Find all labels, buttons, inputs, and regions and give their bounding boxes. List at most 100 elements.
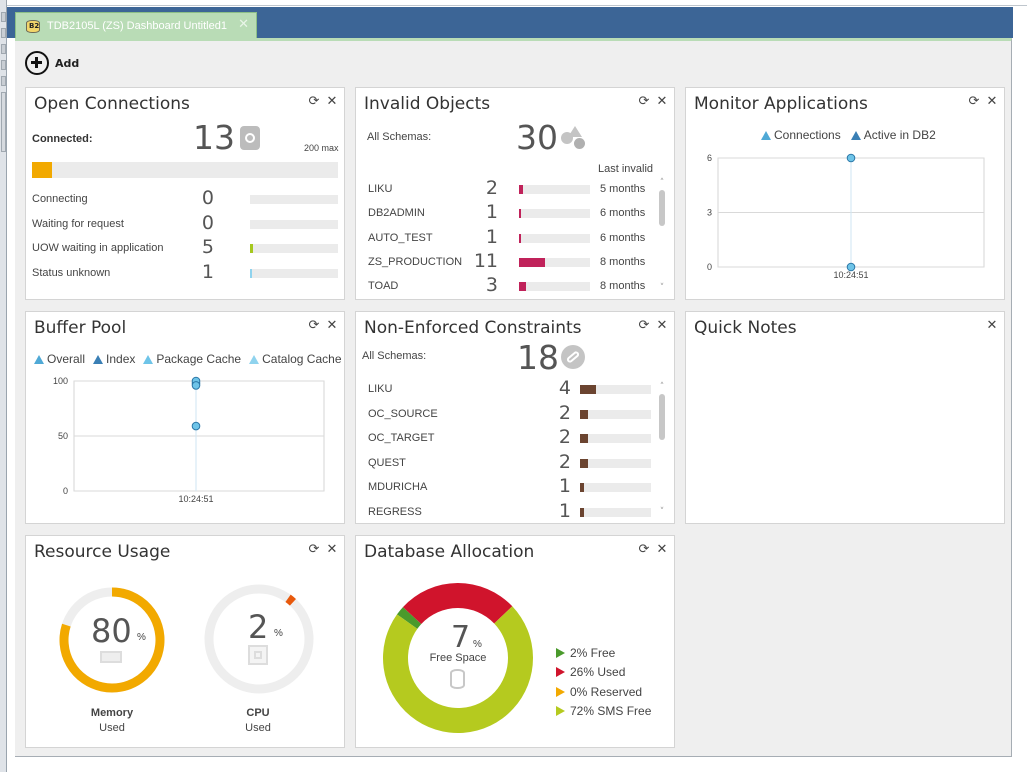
legend-item[interactable]: Overall: [34, 352, 85, 366]
row-bar-fill: [519, 257, 546, 267]
tab-title: TDB2105L (ZS) Dashboard Untitled1: [47, 19, 227, 32]
legend-item[interactable]: Connections: [761, 128, 841, 142]
connection-status-row: Connecting 0: [26, 187, 344, 209]
legend-item[interactable]: Catalog Cache: [249, 352, 342, 366]
panel-title: Invalid Objects: [364, 94, 491, 114]
row-bar-track: [519, 233, 590, 243]
open-connections-panel: Open Connections ⟳ ✕ Connected: 13 200 m…: [25, 87, 345, 300]
schema-name: REGRESS: [368, 506, 422, 518]
scroll-thumb[interactable]: [659, 190, 665, 226]
schema-row[interactable]: LIKU 4: [356, 377, 674, 399]
monitor-applications-chart: 6 3 0 10:24:51: [707, 153, 985, 280]
schema-row[interactable]: REGRESS 1: [356, 500, 674, 522]
row-bar-track: [580, 385, 651, 394]
panel-title: Non-Enforced Constraints: [364, 318, 582, 338]
cpu-unit: %: [274, 628, 283, 639]
plug-icon: [240, 126, 260, 150]
scroll-thumb[interactable]: [659, 394, 665, 440]
cpu-label: CPU: [246, 707, 270, 719]
legend-item[interactable]: 72% SMS Free: [556, 702, 651, 722]
scroll-down-icon[interactable]: ˅: [659, 507, 665, 517]
panel-title: Open Connections: [34, 94, 190, 114]
cpu-gauge-track: [204, 584, 314, 694]
schema-row[interactable]: OC_TARGET 2: [356, 426, 674, 449]
scroll-up-icon[interactable]: ˄: [659, 382, 665, 392]
close-icon[interactable]: ✕: [656, 318, 668, 333]
data-point: [846, 262, 856, 272]
schema-row[interactable]: LIKU 2 5 months: [356, 177, 674, 199]
schema-row[interactable]: TOAD 3 8 months: [356, 274, 674, 297]
row-bar-track: [250, 244, 338, 253]
refresh-icon[interactable]: ⟳: [308, 318, 320, 333]
memory-label: Memory: [90, 707, 134, 719]
close-icon[interactable]: ✕: [656, 94, 668, 109]
row-bar-fill: [250, 268, 252, 278]
strip-button[interactable]: [1, 12, 6, 22]
memory-chip-icon: [100, 651, 122, 663]
dashboard-tab[interactable]: B2 TDB2105L (ZS) Dashboard Untitled1 ✕: [15, 12, 257, 38]
legend-marker-icon: [761, 130, 771, 140]
schema-row[interactable]: MDURICHA 1: [356, 475, 674, 498]
database-allocation-donut: [383, 583, 533, 733]
strip-button[interactable]: [1, 44, 6, 54]
close-icon[interactable]: ✕: [326, 542, 338, 557]
legend-label: 26% Used: [570, 665, 626, 680]
legend-item[interactable]: Package Cache: [143, 352, 241, 366]
row-bar-track: [250, 219, 338, 229]
schema-row[interactable]: DB2ADMIN 1 6 months: [356, 201, 674, 223]
legend-item[interactable]: Index: [93, 352, 135, 366]
close-tab-icon[interactable]: ✕: [238, 17, 249, 32]
legend-label: 0% Reserved: [570, 684, 643, 699]
schema-row[interactable]: AUTO_TEST 1 6 months: [356, 226, 674, 248]
db2-database-icon: B2: [24, 17, 44, 35]
schema-count: 3: [485, 274, 498, 297]
close-icon[interactable]: ✕: [326, 318, 338, 333]
schema-name: TOAD: [368, 280, 399, 293]
last-invalid-time: 5 months: [600, 183, 646, 195]
schema-row[interactable]: QUEST 2: [356, 451, 674, 473]
refresh-icon[interactable]: ⟳: [308, 94, 320, 109]
invalid-objects-scrollbar[interactable]: ˄ ˅: [657, 178, 667, 293]
row-bar-track: [580, 434, 651, 444]
schema-name: OC_TARGET: [368, 432, 435, 445]
refresh-icon[interactable]: ⟳: [638, 542, 650, 557]
row-bar-fill: [580, 458, 588, 468]
refresh-icon[interactable]: ⟳: [308, 542, 320, 557]
legend-item[interactable]: Active in DB2: [850, 128, 936, 142]
schema-row[interactable]: ZS_PRODUCTION 11 8 months: [356, 250, 674, 272]
close-icon[interactable]: ✕: [986, 94, 998, 109]
refresh-icon[interactable]: ⟳: [638, 94, 650, 109]
strip-button[interactable]: [1, 76, 6, 86]
legend-item[interactable]: 2% Free: [556, 643, 651, 663]
row-bar-track: [580, 483, 651, 493]
legend-label: 72% SMS Free: [570, 704, 652, 719]
add-widget-button[interactable]: Add: [25, 51, 79, 75]
chart-legend: Overall Index Package Cache Catalog Cach…: [34, 352, 342, 366]
memory-value: 80: [91, 612, 132, 650]
schema-row[interactable]: OC_SOURCE 2: [356, 402, 674, 424]
close-icon[interactable]: ✕: [326, 94, 338, 109]
y-tick-label: 0: [63, 486, 68, 496]
strip-button[interactable]: [1, 60, 6, 70]
x-tick-label: 10:24:51: [178, 494, 213, 504]
refresh-icon[interactable]: ⟳: [638, 318, 650, 333]
close-icon[interactable]: ✕: [986, 318, 998, 333]
cpu-chip-icon: [248, 645, 268, 665]
schema-count: 2: [558, 426, 571, 449]
strip-button[interactable]: [1, 92, 6, 152]
legend-item[interactable]: 0% Reserved: [556, 682, 651, 702]
data-point: [846, 153, 856, 163]
scroll-down-icon[interactable]: ˅: [659, 283, 665, 293]
schema-name: DB2ADMIN: [368, 207, 425, 220]
close-icon[interactable]: ✕: [656, 542, 668, 557]
y-tick-label: 3: [707, 208, 712, 218]
non-enforced-constraints-panel: Non-Enforced Constraints ⟳ ✕ All Schemas…: [355, 311, 675, 524]
legend-item[interactable]: 26% Used: [556, 663, 651, 683]
resource-usage-panel: Resource Usage ⟳ ✕ 80 % Memory Used 2 % …: [25, 535, 345, 748]
constraints-scrollbar[interactable]: ˄ ˅: [657, 382, 667, 517]
strip-button[interactable]: [1, 28, 6, 38]
cpu-value: 2: [248, 608, 269, 646]
schema-count: 1: [558, 475, 571, 498]
scroll-up-icon[interactable]: ˄: [659, 178, 665, 188]
refresh-icon[interactable]: ⟳: [968, 94, 980, 109]
